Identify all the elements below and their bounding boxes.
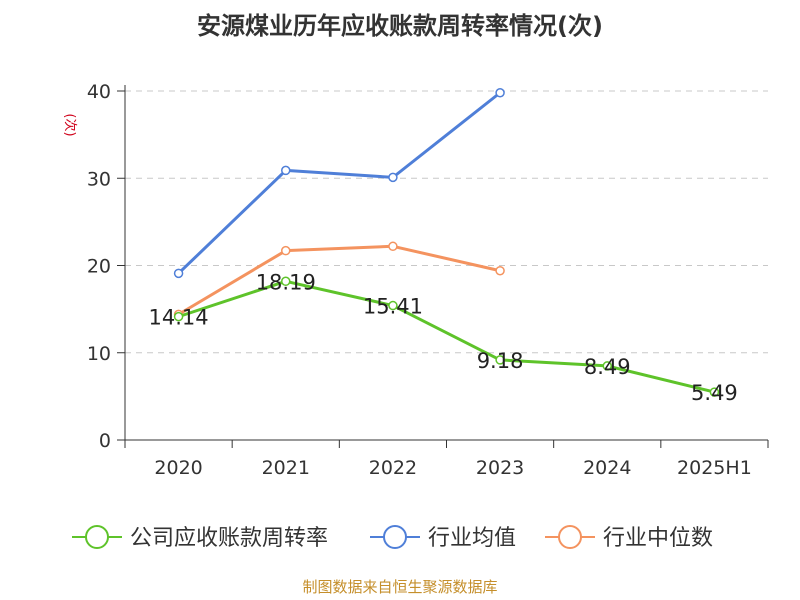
y-tick-label: 40 <box>87 81 111 103</box>
data-point <box>495 265 505 276</box>
data-point <box>281 165 291 176</box>
data-point <box>709 387 720 397</box>
x-tick-label: 2024 <box>583 457 631 479</box>
data-point <box>495 355 505 365</box>
data-label: 5.49 <box>691 381 738 405</box>
x-tick-label: 2025H1 <box>677 457 752 479</box>
source-note: 制图数据来自恒生聚源数据库 <box>302 578 498 596</box>
legend-label: 行业中位数 <box>603 526 713 551</box>
data-point <box>602 361 612 371</box>
y-axis-label: (次) <box>62 113 78 136</box>
y-tick-label: 20 <box>87 256 111 278</box>
data-point <box>281 276 291 287</box>
y-tick-label: 10 <box>87 343 111 365</box>
legend-marker <box>85 525 109 549</box>
data-label: 8.49 <box>584 355 631 379</box>
data-label: 14.14 <box>149 306 209 330</box>
data-point <box>388 172 398 183</box>
y-tick-label: 30 <box>87 168 111 190</box>
x-tick-label: 2023 <box>476 457 524 479</box>
legend-marker <box>383 525 407 549</box>
y-tick-label: 0 <box>99 430 111 452</box>
x-tick-label: 2022 <box>369 457 417 479</box>
series-line <box>177 244 501 316</box>
chart-title: 安源煤业历年应收账款周转率情况(次) <box>197 12 603 40</box>
series-line <box>178 279 715 394</box>
data-point <box>281 245 291 256</box>
data-label: 15.41 <box>363 295 423 319</box>
data-point <box>388 300 398 311</box>
series-line <box>177 91 502 275</box>
data-label: 9.18 <box>477 349 524 373</box>
data-point <box>173 311 184 322</box>
data-point <box>388 241 398 252</box>
legend-label: 行业均值 <box>428 526 516 551</box>
x-tick-label: 2020 <box>154 457 202 479</box>
data-point <box>173 268 184 279</box>
legend-label: 公司应收账款周转率 <box>130 526 328 551</box>
data-point <box>495 87 505 98</box>
data-label: 18.19 <box>256 270 316 294</box>
legend-marker <box>558 525 582 549</box>
x-tick-label: 2021 <box>262 457 310 479</box>
